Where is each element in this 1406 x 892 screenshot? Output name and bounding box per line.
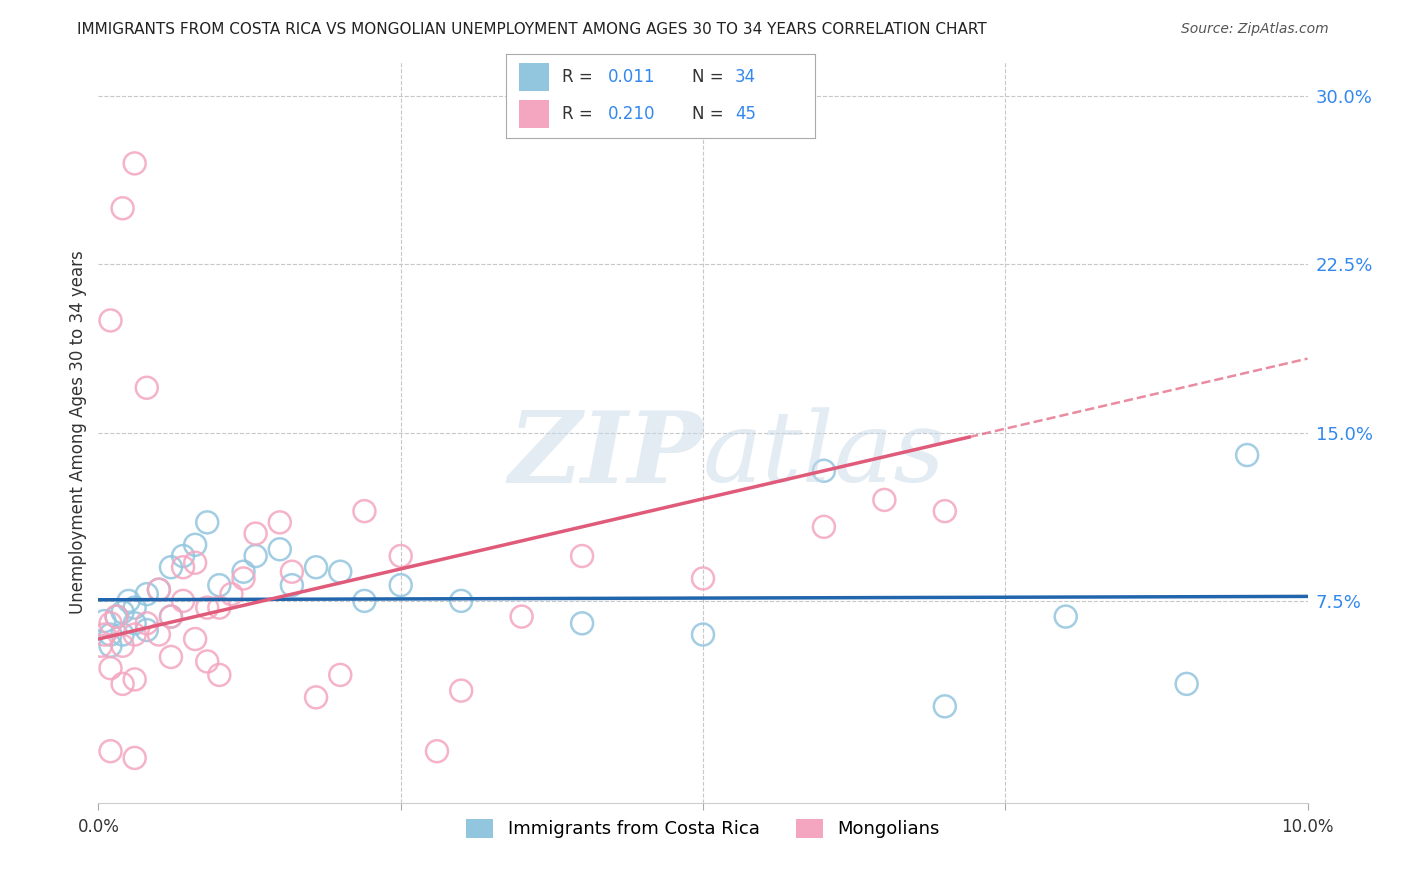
- Point: [450, 594, 472, 608]
- Point: [208, 578, 231, 592]
- Point: [692, 627, 714, 641]
- Point: [148, 582, 170, 597]
- Point: [426, 744, 449, 758]
- Point: [269, 542, 291, 557]
- Y-axis label: Unemployment Among Ages 30 to 34 years: Unemployment Among Ages 30 to 34 years: [69, 251, 87, 615]
- Point: [90, 639, 112, 653]
- Point: [135, 616, 157, 631]
- Point: [208, 668, 231, 682]
- Point: [184, 538, 207, 552]
- Point: [245, 549, 267, 563]
- Point: [873, 492, 896, 507]
- Point: [100, 639, 122, 653]
- Point: [813, 464, 835, 478]
- Text: 0.210: 0.210: [609, 105, 655, 123]
- Point: [208, 600, 231, 615]
- Point: [305, 560, 328, 574]
- Point: [329, 565, 352, 579]
- Text: 34: 34: [735, 68, 756, 86]
- Text: 0.0%: 0.0%: [77, 818, 120, 836]
- Point: [195, 600, 218, 615]
- Point: [100, 313, 122, 327]
- Point: [172, 594, 194, 608]
- Point: [389, 578, 412, 592]
- Point: [111, 201, 134, 215]
- Point: [124, 673, 146, 687]
- Point: [124, 600, 146, 615]
- Point: [1236, 448, 1258, 462]
- Text: N =: N =: [692, 105, 728, 123]
- Point: [692, 571, 714, 585]
- FancyBboxPatch shape: [519, 100, 550, 128]
- Point: [124, 156, 146, 170]
- Text: R =: R =: [562, 105, 598, 123]
- Point: [571, 616, 593, 631]
- Point: [100, 616, 122, 631]
- Point: [232, 571, 254, 585]
- Point: [135, 381, 157, 395]
- Point: [93, 614, 115, 628]
- Point: [232, 565, 254, 579]
- Point: [160, 560, 183, 574]
- Point: [195, 655, 218, 669]
- Point: [100, 744, 122, 758]
- Point: [135, 587, 157, 601]
- Point: [160, 609, 183, 624]
- Text: 10.0%: 10.0%: [1281, 818, 1334, 836]
- Point: [184, 632, 207, 646]
- Point: [124, 751, 146, 765]
- Text: R =: R =: [562, 68, 598, 86]
- Point: [281, 578, 304, 592]
- Point: [111, 677, 134, 691]
- Point: [281, 565, 304, 579]
- FancyBboxPatch shape: [519, 62, 550, 91]
- Point: [184, 556, 207, 570]
- Point: [269, 516, 291, 530]
- Point: [148, 627, 170, 641]
- Point: [160, 609, 183, 624]
- Point: [353, 504, 375, 518]
- Point: [93, 627, 115, 641]
- Point: [1054, 609, 1077, 624]
- Point: [124, 627, 146, 641]
- Text: IMMIGRANTS FROM COSTA RICA VS MONGOLIAN UNEMPLOYMENT AMONG AGES 30 TO 34 YEARS C: IMMIGRANTS FROM COSTA RICA VS MONGOLIAN …: [77, 22, 987, 37]
- Point: [221, 587, 243, 601]
- Point: [195, 516, 218, 530]
- Point: [510, 609, 533, 624]
- Text: 0.011: 0.011: [609, 68, 655, 86]
- Point: [813, 520, 835, 534]
- Point: [329, 668, 352, 682]
- Point: [305, 690, 328, 705]
- Point: [105, 609, 128, 624]
- Legend: Immigrants from Costa Rica, Mongolians: Immigrants from Costa Rica, Mongolians: [460, 812, 946, 846]
- Point: [571, 549, 593, 563]
- Point: [389, 549, 412, 563]
- Point: [1175, 677, 1198, 691]
- Point: [148, 582, 170, 597]
- Point: [353, 594, 375, 608]
- Point: [124, 616, 146, 631]
- Point: [934, 504, 956, 518]
- Point: [160, 650, 183, 665]
- Point: [245, 526, 267, 541]
- Text: N =: N =: [692, 68, 728, 86]
- Point: [172, 549, 194, 563]
- Text: 45: 45: [735, 105, 756, 123]
- Point: [100, 627, 122, 641]
- Point: [135, 623, 157, 637]
- Point: [118, 594, 141, 608]
- Point: [100, 661, 122, 675]
- Point: [111, 605, 134, 619]
- Text: atlas: atlas: [703, 407, 946, 502]
- Point: [934, 699, 956, 714]
- Point: [111, 639, 134, 653]
- Text: ZIP: ZIP: [508, 407, 703, 503]
- Text: Source: ZipAtlas.com: Source: ZipAtlas.com: [1181, 22, 1329, 37]
- Point: [111, 627, 134, 641]
- Point: [105, 609, 128, 624]
- Point: [450, 683, 472, 698]
- Point: [172, 560, 194, 574]
